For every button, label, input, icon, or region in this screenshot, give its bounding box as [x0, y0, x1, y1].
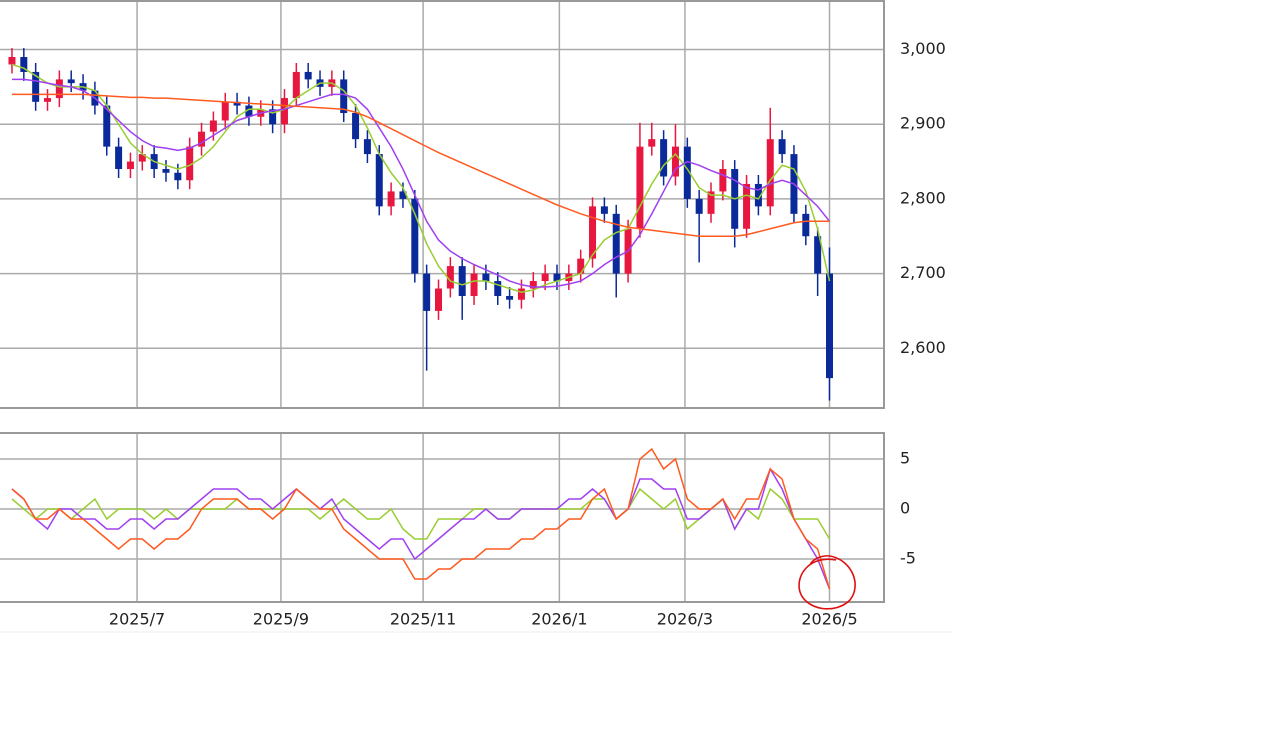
- highlight-circle: [798, 555, 856, 610]
- candle-body: [825, 273, 833, 379]
- indicator-line: [11, 63, 831, 294]
- candle-body: [269, 109, 277, 125]
- x-tick-label: 2026/5: [801, 610, 857, 629]
- candle-body: [577, 258, 585, 274]
- y-tick-label: 3,000: [900, 39, 946, 58]
- candle-body: [221, 101, 229, 121]
- candle-body: [423, 273, 431, 311]
- candle-body: [612, 213, 620, 274]
- indicator-line: [11, 447, 831, 590]
- candle-body: [435, 288, 443, 311]
- candle-body: [138, 154, 146, 162]
- candle-body: [292, 71, 300, 99]
- candle-body: [719, 169, 727, 192]
- x-tick-label: 2026/1: [531, 610, 587, 629]
- indicator-line: [11, 78, 831, 288]
- x-tick-label: 2025/7: [109, 610, 165, 629]
- candle-body: [340, 79, 348, 114]
- candle-body: [541, 273, 549, 282]
- y-tick-label: 2,700: [900, 263, 946, 282]
- candle-body: [387, 191, 395, 207]
- plot-layer: 2,600 2,700 2,800 2,900 3,000 -5 0 5 2025/7 2025/…: [0, 1, 946, 629]
- candle-body: [529, 281, 537, 289]
- bottom-panel-frame: [0, 432, 885, 603]
- y-tick-label: -5: [900, 549, 916, 568]
- candle-body: [209, 120, 217, 132]
- candle-body: [233, 101, 241, 106]
- top-panel-frame: [0, 0, 885, 409]
- candle-body: [20, 57, 28, 72]
- candle-body: [103, 105, 111, 147]
- candle-body: [8, 57, 16, 65]
- candle-body: [446, 266, 454, 289]
- indicator-line: [11, 93, 830, 237]
- candle-body: [754, 183, 762, 207]
- candle-body: [363, 139, 371, 155]
- candle-body: [411, 198, 419, 274]
- candle-body: [648, 139, 656, 147]
- candle-body: [695, 198, 703, 214]
- candle-body: [458, 266, 466, 296]
- indicator-line: [11, 467, 831, 590]
- candle-body: [707, 191, 715, 214]
- candle-body: [198, 131, 206, 147]
- candle-body: [589, 206, 597, 259]
- candle-body: [506, 295, 514, 300]
- candle-body: [517, 288, 525, 300]
- candle-body: [671, 146, 679, 177]
- candle-body: [352, 113, 360, 140]
- candle-body: [482, 273, 490, 282]
- y-tick-label: 2,800: [900, 188, 946, 207]
- candle-body: [32, 71, 40, 102]
- candle-body: [245, 105, 253, 117]
- candle-body: [67, 79, 75, 84]
- candle-body: [44, 98, 52, 102]
- y-tick-label: 0: [900, 499, 910, 518]
- candle-body: [814, 236, 822, 274]
- candle-body: [375, 154, 383, 207]
- candle-body: [55, 79, 63, 99]
- candle-body: [802, 213, 810, 237]
- indicator-line: [11, 487, 831, 540]
- candle-body: [126, 161, 134, 170]
- candle-body: [470, 273, 478, 296]
- candle-body: [553, 273, 561, 282]
- candle-body: [743, 183, 751, 229]
- candle-body: [636, 146, 644, 229]
- candle-body: [766, 139, 774, 207]
- candle-body: [115, 146, 123, 170]
- candle-body: [660, 139, 668, 177]
- candle-body: [494, 281, 502, 296]
- candle-body: [280, 98, 288, 125]
- candle-body: [174, 172, 182, 181]
- candle-body: [399, 191, 407, 199]
- candle-body: [162, 169, 170, 173]
- y-tick-label: 2,600: [900, 338, 946, 357]
- x-tick-label: 2025/9: [253, 610, 309, 629]
- candle-body: [683, 146, 691, 199]
- y-tick-label: 5: [900, 449, 910, 468]
- candle-body: [186, 146, 194, 181]
- x-tick-label: 2026/3: [657, 610, 713, 629]
- candle-body: [304, 71, 312, 80]
- candle-body: [600, 206, 608, 214]
- x-tick-label: 2025/11: [390, 610, 456, 629]
- y-tick-label: 2,900: [900, 114, 946, 133]
- candle-body: [778, 139, 786, 155]
